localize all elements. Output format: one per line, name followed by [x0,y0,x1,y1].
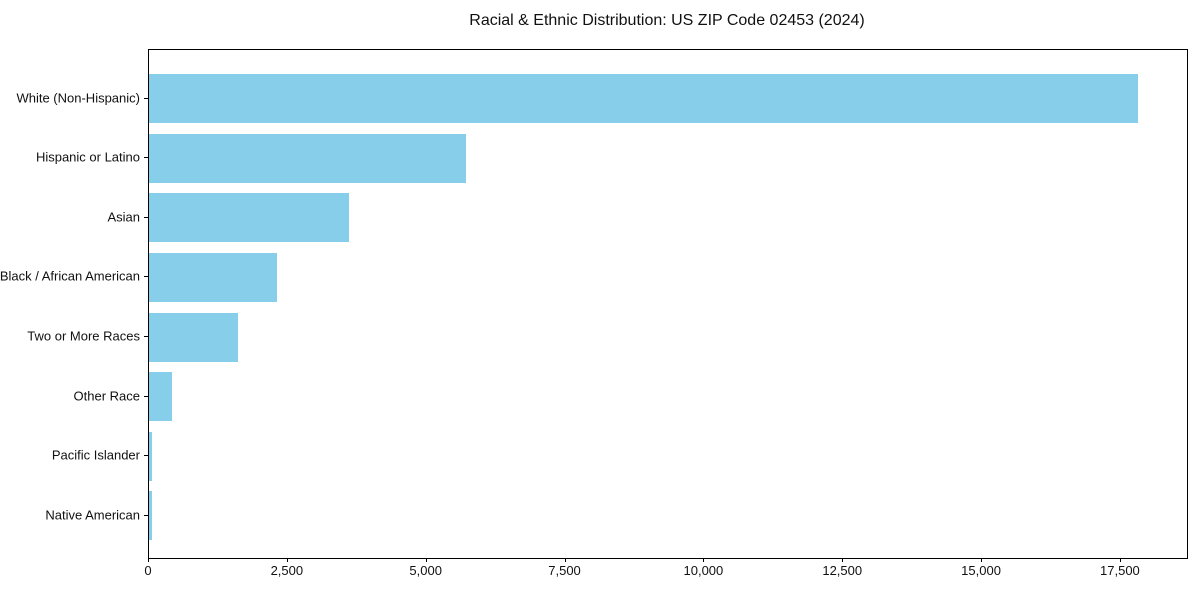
bar [149,431,153,481]
bar [149,74,1138,123]
bar [149,491,152,541]
y-tick-mark [144,276,148,278]
x-tick-label: 15,000 [961,563,1001,578]
x-tick-mark [564,558,566,562]
y-tick-mark [144,455,148,457]
plot-area [148,49,1188,559]
bar [149,133,466,183]
bar [149,252,277,302]
x-tick-label: 5,000 [409,563,442,578]
y-tick-label: Other Race [73,388,140,404]
y-tick-label: Hispanic or Latino [35,149,140,165]
x-tick-label: 2,500 [270,563,304,578]
x-tick-label: 10,000 [683,563,724,578]
y-tick-label: Native American [45,507,140,523]
y-tick-mark [144,395,148,397]
y-tick-label: White (Non-Hispanic) [16,90,140,105]
y-tick-label: Black / African American [0,268,140,284]
x-tick-label: 17,500 [1100,563,1140,578]
x-tick-mark [981,558,983,562]
x-tick-mark [703,558,705,562]
x-tick-mark [842,558,844,562]
y-tick-mark [144,97,148,99]
y-tick-mark [144,216,148,218]
y-tick-label: Two or More Races [27,328,140,344]
x-tick-label: 12,500 [822,563,863,578]
bar [149,312,238,362]
bar [149,193,349,243]
x-tick-mark [148,558,149,562]
chart-title: Racial & Ethnic Distribution: US ZIP Cod… [469,12,865,29]
y-tick-label: Asian [107,209,140,225]
y-tick-mark [144,157,148,159]
x-tick-mark [425,558,427,562]
x-tick-mark [286,558,288,562]
y-tick-label: Pacific Islander [51,447,140,463]
x-tick-label: 0 [144,563,152,578]
y-tick-mark [144,336,148,338]
y-tick-mark [144,514,148,516]
x-tick-mark [1119,558,1121,562]
x-tick-label: 7,500 [548,563,581,578]
bar [149,372,173,422]
